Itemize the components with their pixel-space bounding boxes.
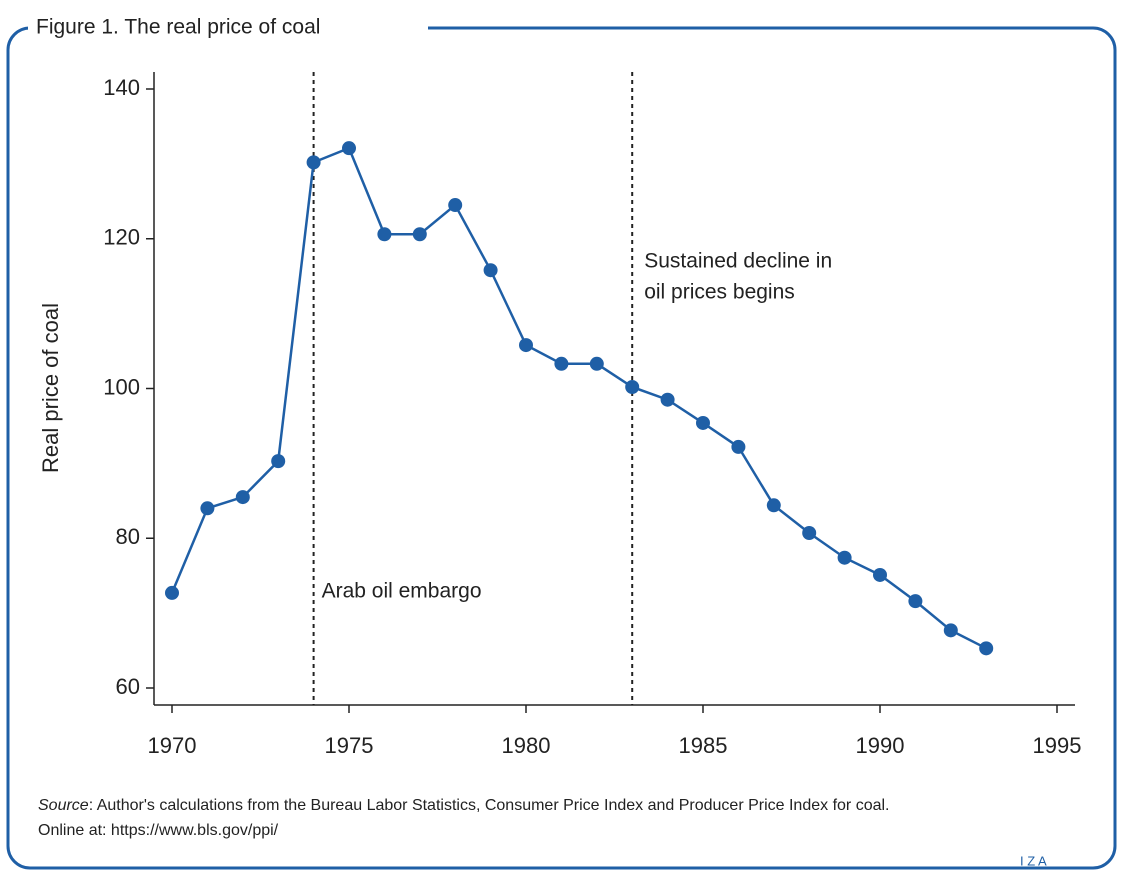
y-tick-label: 100	[103, 374, 140, 399]
source-link: Online at: https://www.bls.gov/ppi/	[38, 822, 279, 839]
frame	[6, 26, 1117, 870]
data-point	[731, 439, 746, 454]
y-tick-label: 140	[103, 75, 140, 100]
source-label: Source	[38, 797, 89, 814]
data-point	[448, 198, 463, 213]
data-point	[412, 227, 427, 242]
data-point	[554, 356, 569, 371]
data-point	[519, 338, 533, 353]
data-point	[943, 623, 958, 638]
x-tick-label: 1985	[679, 733, 728, 758]
y-tick-label: 80	[116, 524, 140, 549]
x-tick-label: 1995	[1033, 733, 1082, 758]
source-text: : Author's calculations from the Bureau …	[89, 797, 890, 814]
data-point	[873, 567, 887, 582]
data-point	[483, 263, 498, 278]
x-tick-label: 1975	[325, 733, 374, 758]
annotation-label: Sustained decline in	[644, 250, 832, 273]
y-tick-label: 60	[116, 674, 140, 699]
data-point	[342, 141, 356, 156]
data-point	[766, 498, 781, 513]
y-tick-label: 120	[103, 225, 140, 250]
x-tick-label: 1990	[856, 733, 905, 758]
chart-title: Figure 1. The real price of coal	[36, 16, 320, 39]
data-point	[660, 392, 675, 407]
data-point	[802, 526, 817, 541]
logo: I Z A	[1020, 853, 1047, 868]
data-point	[837, 550, 852, 565]
title-backdrop	[28, 14, 428, 44]
data-point	[979, 641, 994, 656]
x-tick-label: 1970	[148, 733, 197, 758]
data-point	[200, 501, 215, 516]
data-point	[306, 155, 321, 170]
data-point	[165, 585, 179, 600]
annotation-label: Arab oil embargo	[322, 580, 482, 603]
series-line	[170, 146, 987, 650]
x-tick-label: 1980	[502, 733, 551, 758]
annotation-label: oil prices begins	[644, 281, 795, 304]
data-point	[235, 490, 250, 505]
data-point	[696, 415, 710, 430]
data-point	[271, 454, 286, 469]
data-point	[625, 380, 640, 395]
y-axis-label: Real price of coal	[38, 303, 63, 473]
data-point	[377, 227, 392, 242]
data-point	[589, 356, 604, 371]
source-note: Source: Author's calculations from the B…	[38, 797, 889, 814]
data-point	[908, 594, 923, 609]
